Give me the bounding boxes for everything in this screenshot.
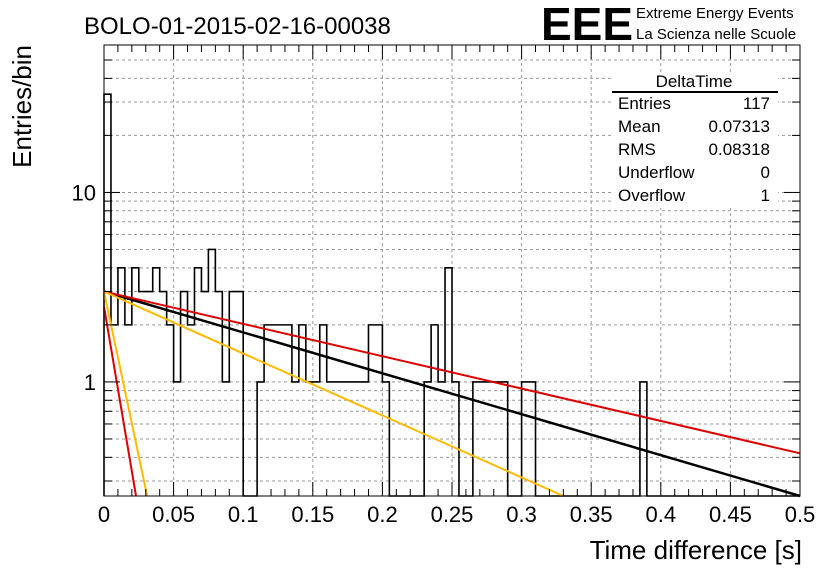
fit-lines — [103, 290, 801, 498]
fit-line — [103, 290, 801, 455]
eee-logo-line2: La Scienza nelle Scuole — [636, 26, 796, 43]
stats-underflow-label: Underflow — [618, 163, 695, 182]
fit-line — [103, 291, 149, 497]
axis-tick-labels: 0 0.05 0.1 0.15 0.2 0.25 0.3 0.35 0.4 0.45 0.5 1 10 — [72, 180, 816, 527]
y-tick-label: 10 — [72, 180, 96, 205]
stats-rms-value: 0.08318 — [709, 140, 770, 159]
x-tick-label: 0.3 — [506, 502, 537, 527]
x-tick-label: 0.5 — [785, 502, 816, 527]
eee-logo-mark: EEE — [541, 0, 633, 50]
x-tick-label: 0.45 — [709, 502, 752, 527]
fit-line — [103, 290, 564, 497]
stats-box-background — [612, 72, 778, 208]
x-tick-label: 0.2 — [367, 502, 398, 527]
stats-overflow-value: 1 — [761, 186, 770, 205]
stats-rms-label: RMS — [618, 140, 656, 159]
stats-entries-label: Entries — [618, 94, 671, 113]
x-axis-label: Time difference [s] — [590, 535, 802, 565]
x-tick-label: 0.25 — [431, 502, 474, 527]
x-tick-label: 0.1 — [228, 502, 259, 527]
x-tick-label: 0 — [98, 502, 110, 527]
stats-overflow-label: Overflow — [618, 186, 686, 205]
stats-mean-value: 0.07313 — [709, 117, 770, 136]
x-tick-label: 0.05 — [152, 502, 195, 527]
x-tick-label: 0.15 — [291, 502, 334, 527]
fit-line — [103, 306, 138, 497]
y-tick-label: 1 — [84, 370, 96, 395]
x-tick-label: 0.35 — [570, 502, 613, 527]
stats-box: DeltaTime Entries 117 Mean 0.07313 RMS 0… — [612, 72, 778, 208]
chart-title: BOLO-01-2015-02-16-00038 — [84, 13, 391, 40]
stats-entries-value: 117 — [743, 94, 770, 113]
stats-mean-label: Mean — [618, 117, 661, 136]
stats-box-title: DeltaTime — [656, 72, 733, 91]
y-axis-label: Entries/bin — [7, 45, 37, 168]
axis-ticks — [103, 45, 801, 496]
eee-logo-line1: Extreme Energy Events — [636, 5, 794, 22]
fit-line — [103, 290, 801, 498]
stats-underflow-value: 0 — [761, 163, 770, 182]
x-tick-label: 0.4 — [646, 502, 677, 527]
eee-logo: EEE Extreme Energy Events La Scienza nel… — [541, 0, 796, 50]
